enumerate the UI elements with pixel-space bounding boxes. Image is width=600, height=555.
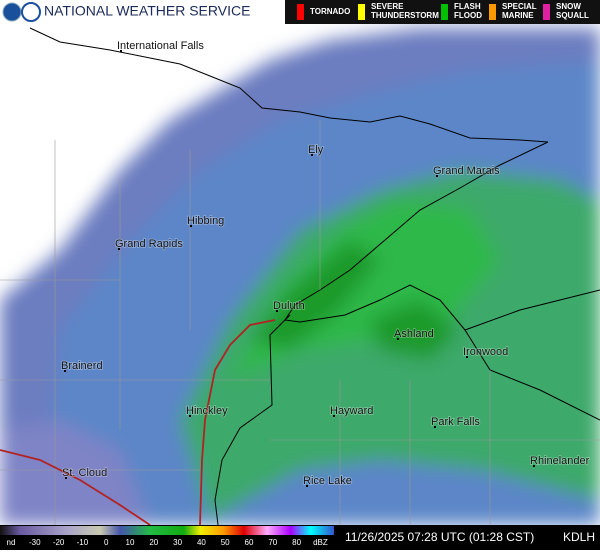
city-marker	[466, 356, 468, 358]
warning-label: MARINE	[502, 11, 534, 20]
city-label: Rice Lake	[303, 475, 352, 487]
city-label: Duluth	[273, 300, 305, 312]
station: KDLH	[563, 530, 595, 544]
scale-label: 20	[149, 538, 158, 547]
scale-label: -20	[53, 538, 65, 547]
noaa-logo	[2, 2, 22, 22]
scale-label: 50	[221, 538, 230, 547]
city-marker	[311, 154, 313, 156]
warning-label: SEVERE	[371, 2, 404, 11]
city-label: Hibbing	[187, 215, 224, 227]
city-label: Ely	[308, 144, 324, 156]
warning-swatch	[543, 4, 550, 20]
radar-echoes	[0, 28, 600, 525]
scale-label: 80	[292, 538, 301, 547]
warning-label: FLASH	[454, 2, 481, 11]
warning-label: SQUALL	[556, 11, 589, 20]
city-label: Hinckley	[186, 405, 228, 417]
scale-label: -10	[77, 538, 89, 547]
scale-label: -30	[29, 538, 41, 547]
city-marker	[276, 310, 278, 312]
nws-logo	[21, 2, 41, 22]
city-label: Grand Marais	[433, 165, 500, 177]
header-title: NATIONAL WEATHER SERVICE	[44, 3, 250, 19]
scale-labels: nd -30 -20 -10 0 10 20 30 40 50 60 70 80 dBZ	[7, 538, 328, 547]
city-marker	[333, 415, 335, 417]
scale-label: 70	[268, 538, 277, 547]
city-marker	[65, 477, 67, 479]
warning-label: SNOW	[556, 2, 581, 11]
highway	[0, 319, 276, 526]
color-scale	[0, 526, 334, 535]
city-marker	[190, 225, 192, 227]
warning-label: TORNADO	[310, 7, 350, 16]
warning-swatch	[441, 4, 448, 20]
city-label: Park Falls	[431, 416, 480, 428]
city-marker	[533, 465, 535, 467]
city-label: Ironwood	[463, 346, 508, 358]
boundaries	[29, 27, 600, 526]
scale-label: 0	[104, 538, 109, 547]
city-label: International Falls	[117, 40, 204, 52]
warning-label: THUNDERSTORM	[371, 11, 439, 20]
scale-label: dBZ	[313, 538, 328, 547]
scale-label: 10	[126, 538, 135, 547]
city-label: Hayward	[330, 405, 373, 417]
scale-label: 30	[173, 538, 182, 547]
city-labels: International Falls Ely Grand Marais Hibbin…	[60, 39, 590, 488]
county-lines	[0, 120, 600, 525]
scale-label: 40	[197, 538, 206, 547]
city-label: Grand Rapids	[115, 238, 183, 250]
city-marker	[436, 175, 438, 177]
scale-label: nd	[7, 538, 16, 547]
city-marker	[120, 50, 122, 52]
radar-fringe	[0, 24, 260, 260]
city-label: Ashland	[394, 328, 434, 340]
warning-swatch	[489, 4, 496, 20]
warning-swatch	[297, 4, 304, 20]
city-marker	[306, 485, 308, 487]
warning-label: SPECIAL	[502, 2, 537, 11]
scale-label: 60	[245, 538, 254, 547]
city-marker	[189, 415, 191, 417]
warning-swatch	[358, 4, 365, 20]
city-marker	[434, 426, 436, 428]
timestamp: 11/26/2025 07:28 UTC (01:28 CST)	[345, 530, 534, 544]
city-label: Brainerd	[61, 360, 103, 372]
city-marker	[64, 370, 66, 372]
city-marker	[397, 338, 399, 340]
city-label: Rhinelander	[530, 455, 590, 467]
warning-label: FLOOD	[454, 11, 482, 20]
city-marker	[118, 248, 120, 250]
city-label: St. Cloud	[62, 467, 107, 479]
